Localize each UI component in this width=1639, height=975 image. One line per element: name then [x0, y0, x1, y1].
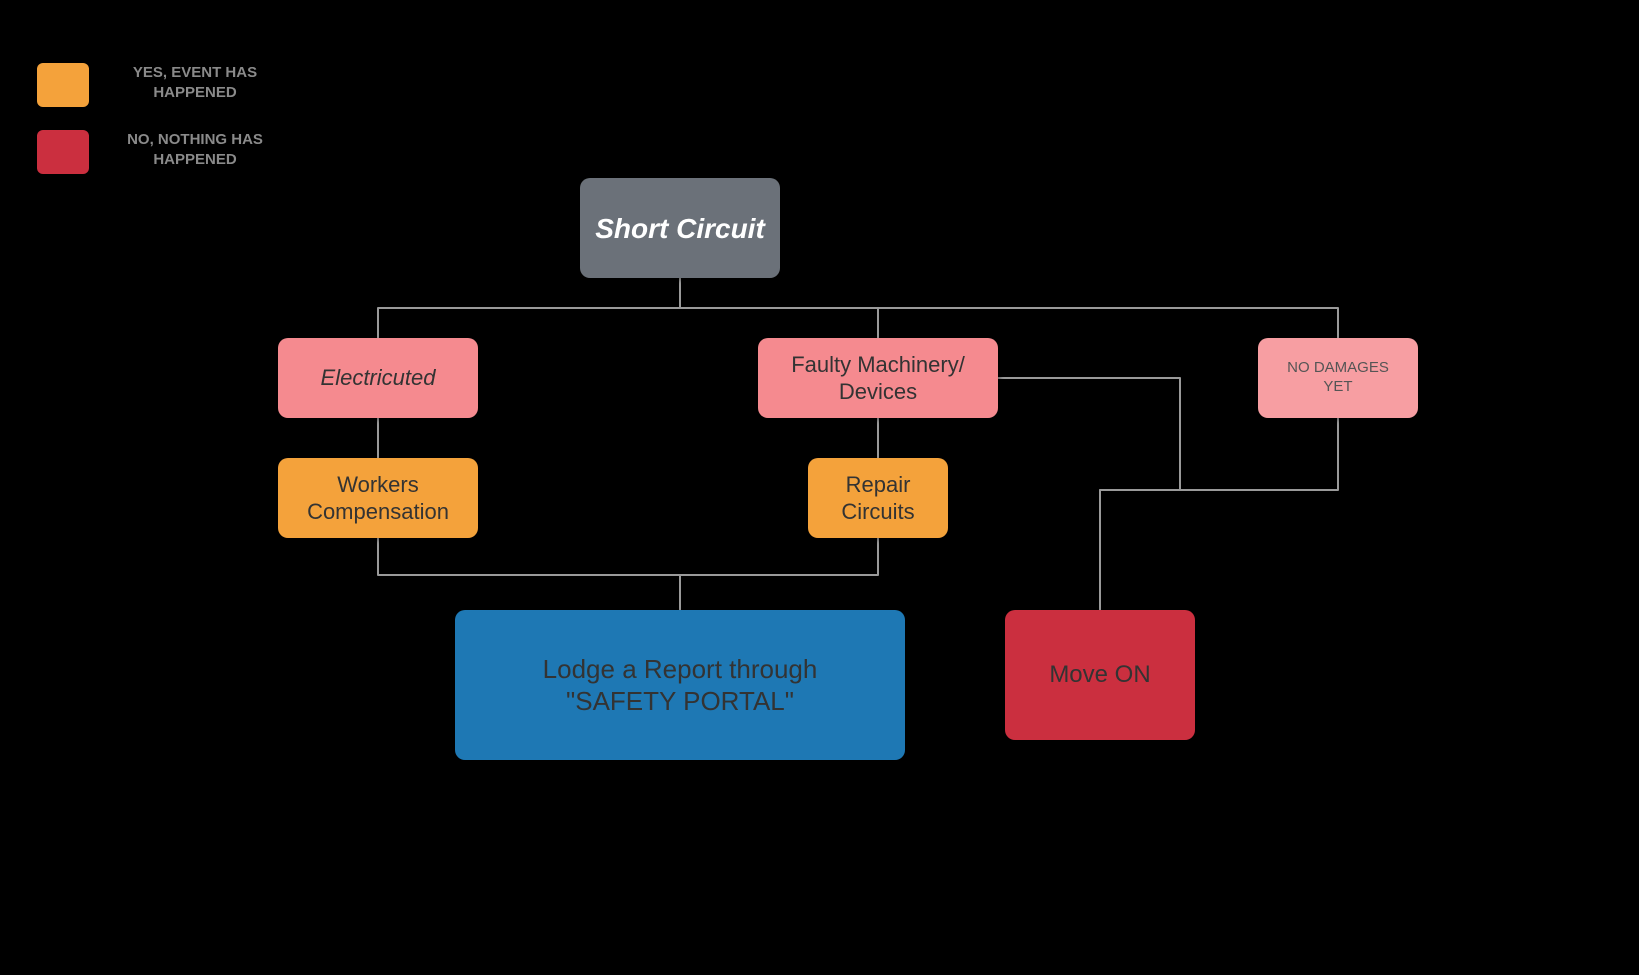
text-line: Repair [846, 472, 911, 497]
node-electricuted-label: Electricuted [321, 364, 436, 392]
node-lodge-report: Lodge a Report through "SAFETY PORTAL" [455, 610, 905, 760]
node-workers-comp-label: Workers Compensation [307, 471, 449, 526]
text-line: Lodge a Report through [543, 654, 818, 684]
node-move-on: Move ON [1005, 610, 1195, 740]
edge-no_damages-to-move_on [1100, 418, 1338, 610]
text-line: YET [1323, 378, 1352, 395]
edge-faulty_machinery-to-move_on [998, 378, 1180, 610]
text-line: Devices [839, 379, 917, 404]
text-line: Compensation [307, 499, 449, 524]
node-no-damages-label: NO DAMAGES YET [1287, 359, 1389, 397]
edge-workers_comp-to-lodge_report [378, 538, 680, 610]
edge-short_circuit-to-no_damages [680, 278, 1338, 338]
node-repair-circuits: Repair Circuits [808, 458, 948, 538]
edge-short_circuit-to-electricuted [378, 278, 680, 338]
node-short-circuit-label: Short Circuit [595, 211, 765, 246]
text-line: Faulty Machinery/ [791, 352, 965, 377]
node-lodge-report-label: Lodge a Report through "SAFETY PORTAL" [543, 653, 818, 718]
text-line: Workers [337, 472, 419, 497]
node-move-on-label: Move ON [1049, 660, 1150, 690]
edge-repair_circuits-to-lodge_report [680, 538, 878, 610]
text-line: Circuits [841, 499, 914, 524]
node-workers-comp: Workers Compensation [278, 458, 478, 538]
node-no-damages: NO DAMAGES YET [1258, 338, 1418, 418]
node-faulty-machinery-label: Faulty Machinery/ Devices [791, 351, 965, 406]
node-electricuted: Electricuted [278, 338, 478, 418]
text-line: "SAFETY PORTAL" [566, 686, 794, 716]
node-short-circuit: Short Circuit [580, 178, 780, 278]
node-faulty-machinery: Faulty Machinery/ Devices [758, 338, 998, 418]
flowchart-canvas: { "type": "flowchart", "background_color… [0, 0, 1639, 975]
text-line: NO DAMAGES [1287, 359, 1389, 376]
node-repair-circuits-label: Repair Circuits [841, 471, 914, 526]
